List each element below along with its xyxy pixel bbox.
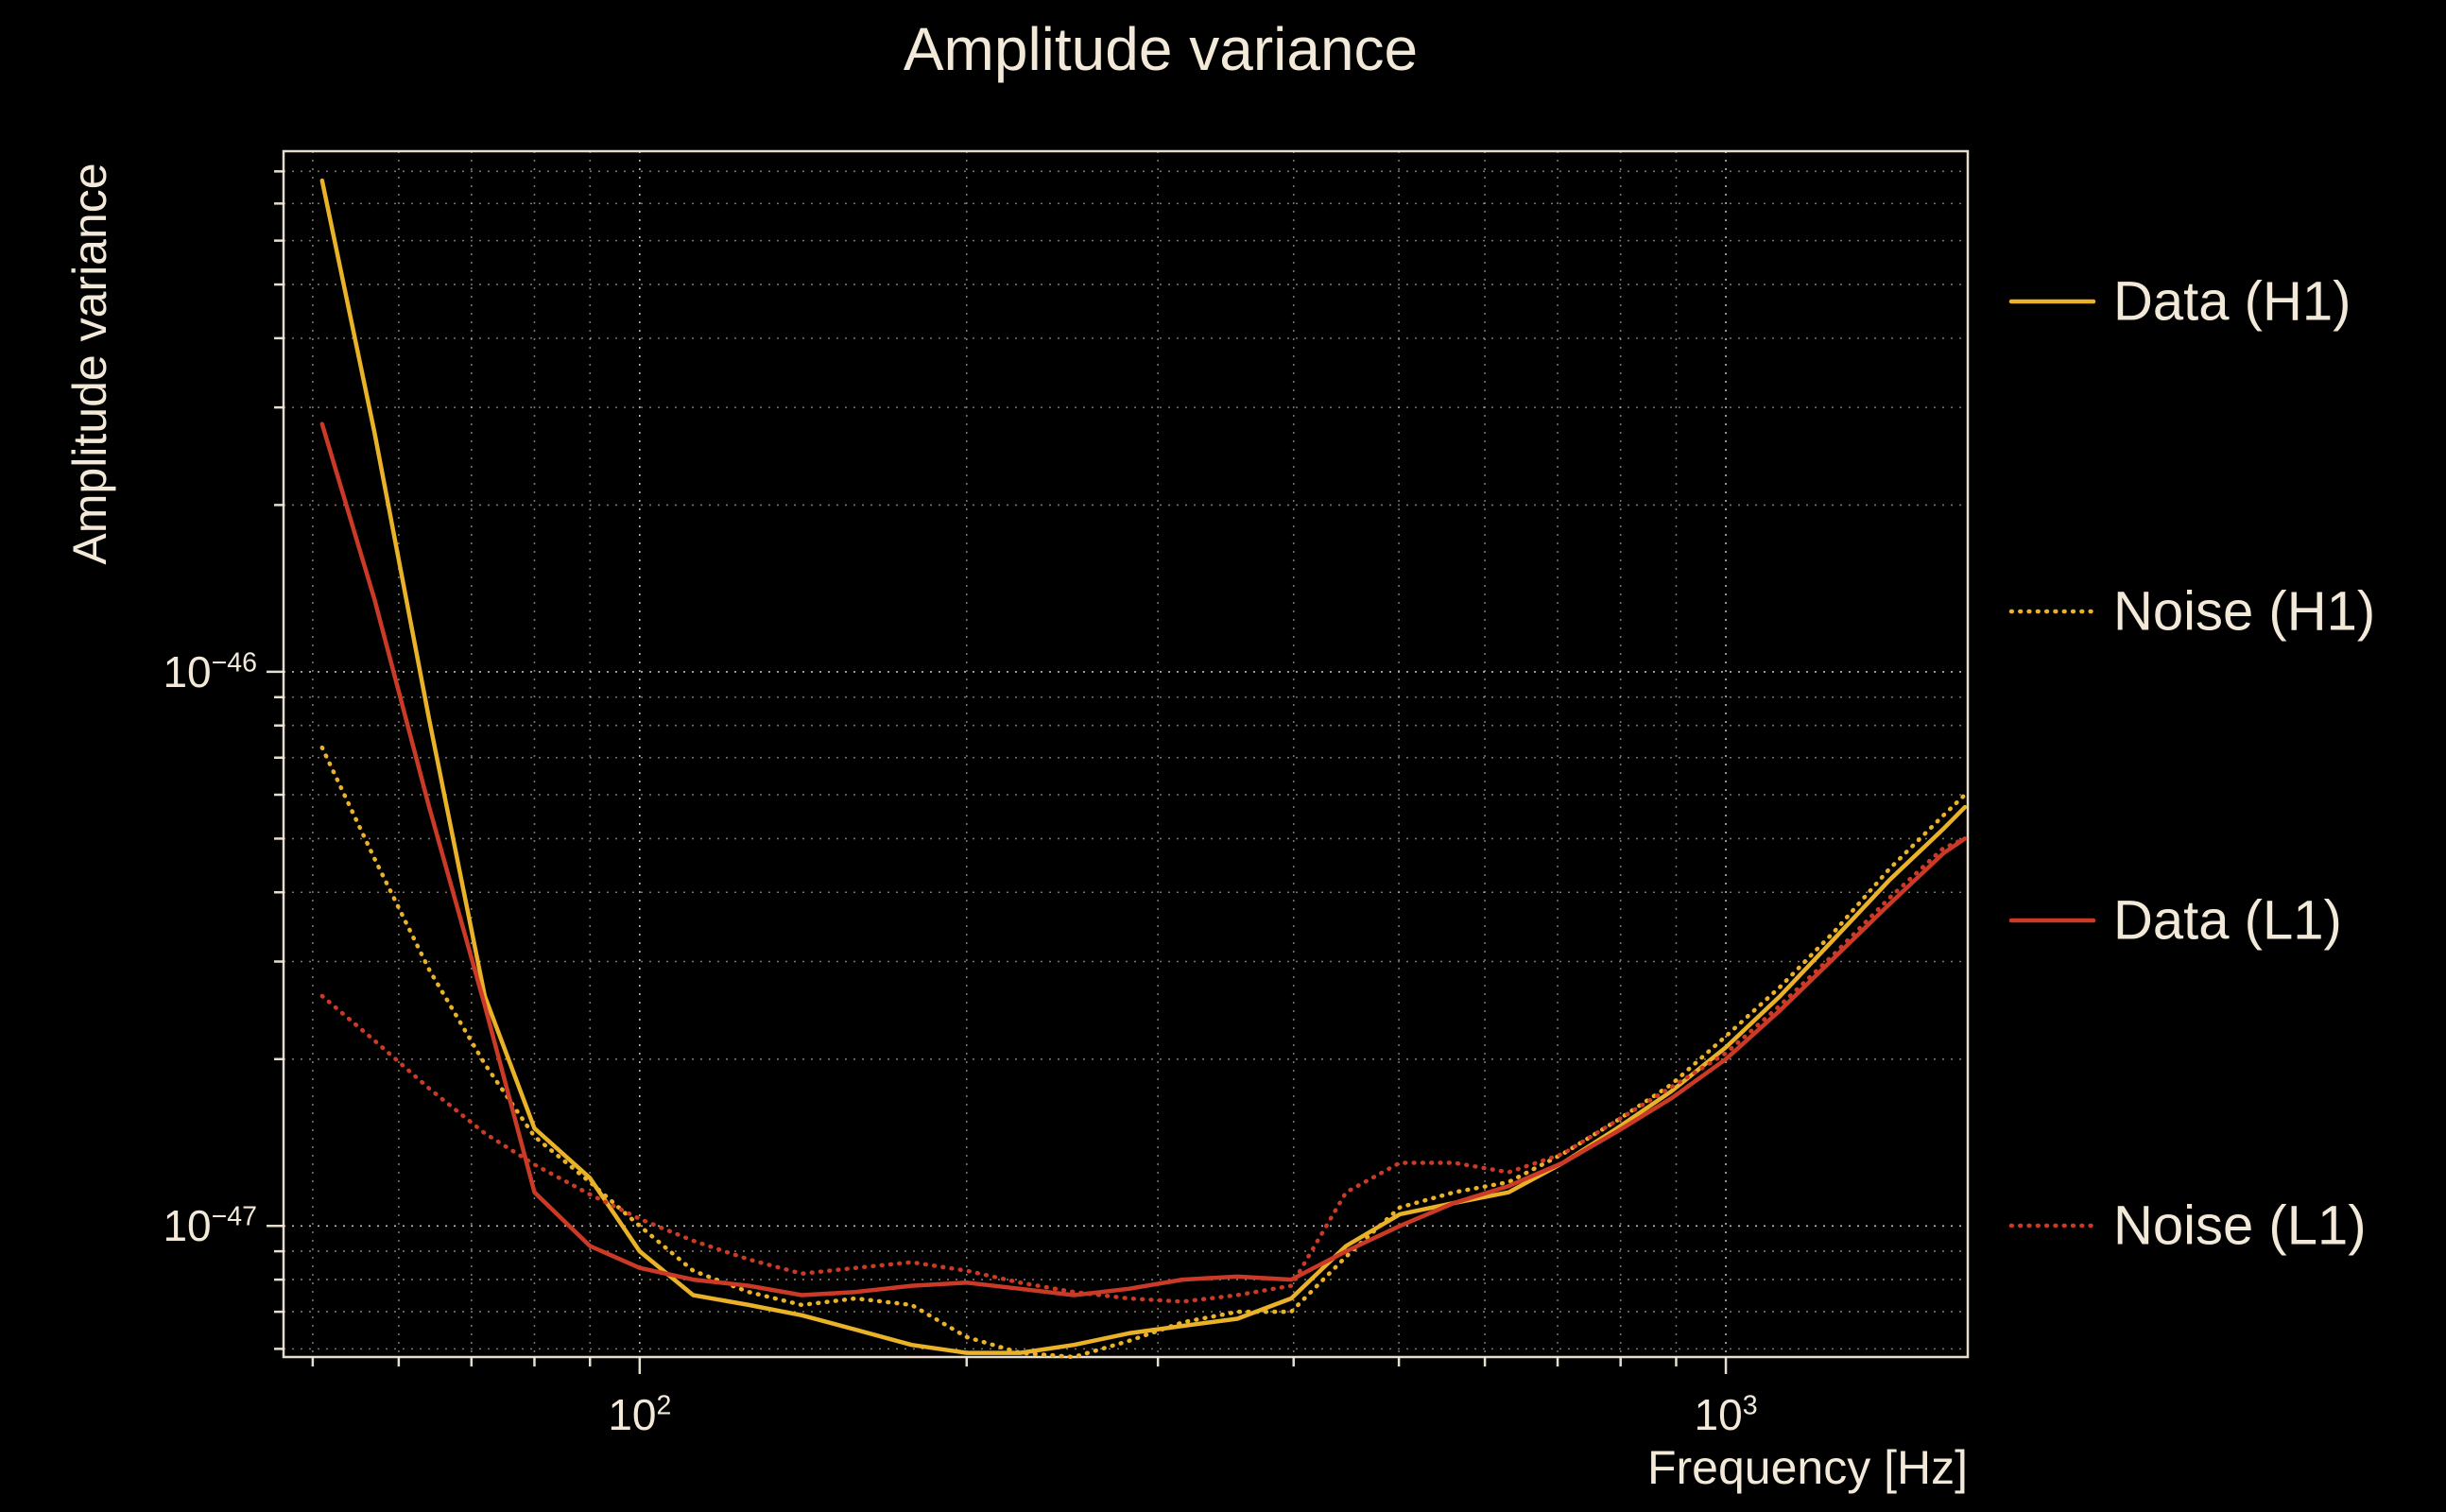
x-tick-label-100: 102 [608, 1390, 672, 1439]
series-line-noise-l1- [319, 836, 1968, 1304]
series-line-data-h1- [319, 178, 1968, 1355]
legend-label-noise-l1-: Noise (L1) [2113, 1194, 2367, 1257]
x-tick-label-1000: 103 [1694, 1390, 1758, 1439]
legend-label-data-h1-: Data (H1) [2113, 270, 2351, 333]
legend-label-noise-h1-: Noise (H1) [2113, 580, 2376, 643]
legend-label-data-l1-: Data (L1) [2113, 889, 2342, 952]
chart-title: Amplitude variance [903, 15, 1419, 83]
y-axis-label: Amplitude variance [63, 163, 116, 565]
series-line-noise-h1- [319, 745, 1968, 1360]
series-line-data-l1- [319, 421, 1968, 1297]
y-tick-label-1e−47: 10−47 [163, 1201, 257, 1251]
y-tick-label-1e−46: 10−46 [163, 646, 257, 696]
plot-frame [282, 149, 1970, 1359]
x-axis-label: Frequency [Hz] [1646, 1441, 1968, 1494]
